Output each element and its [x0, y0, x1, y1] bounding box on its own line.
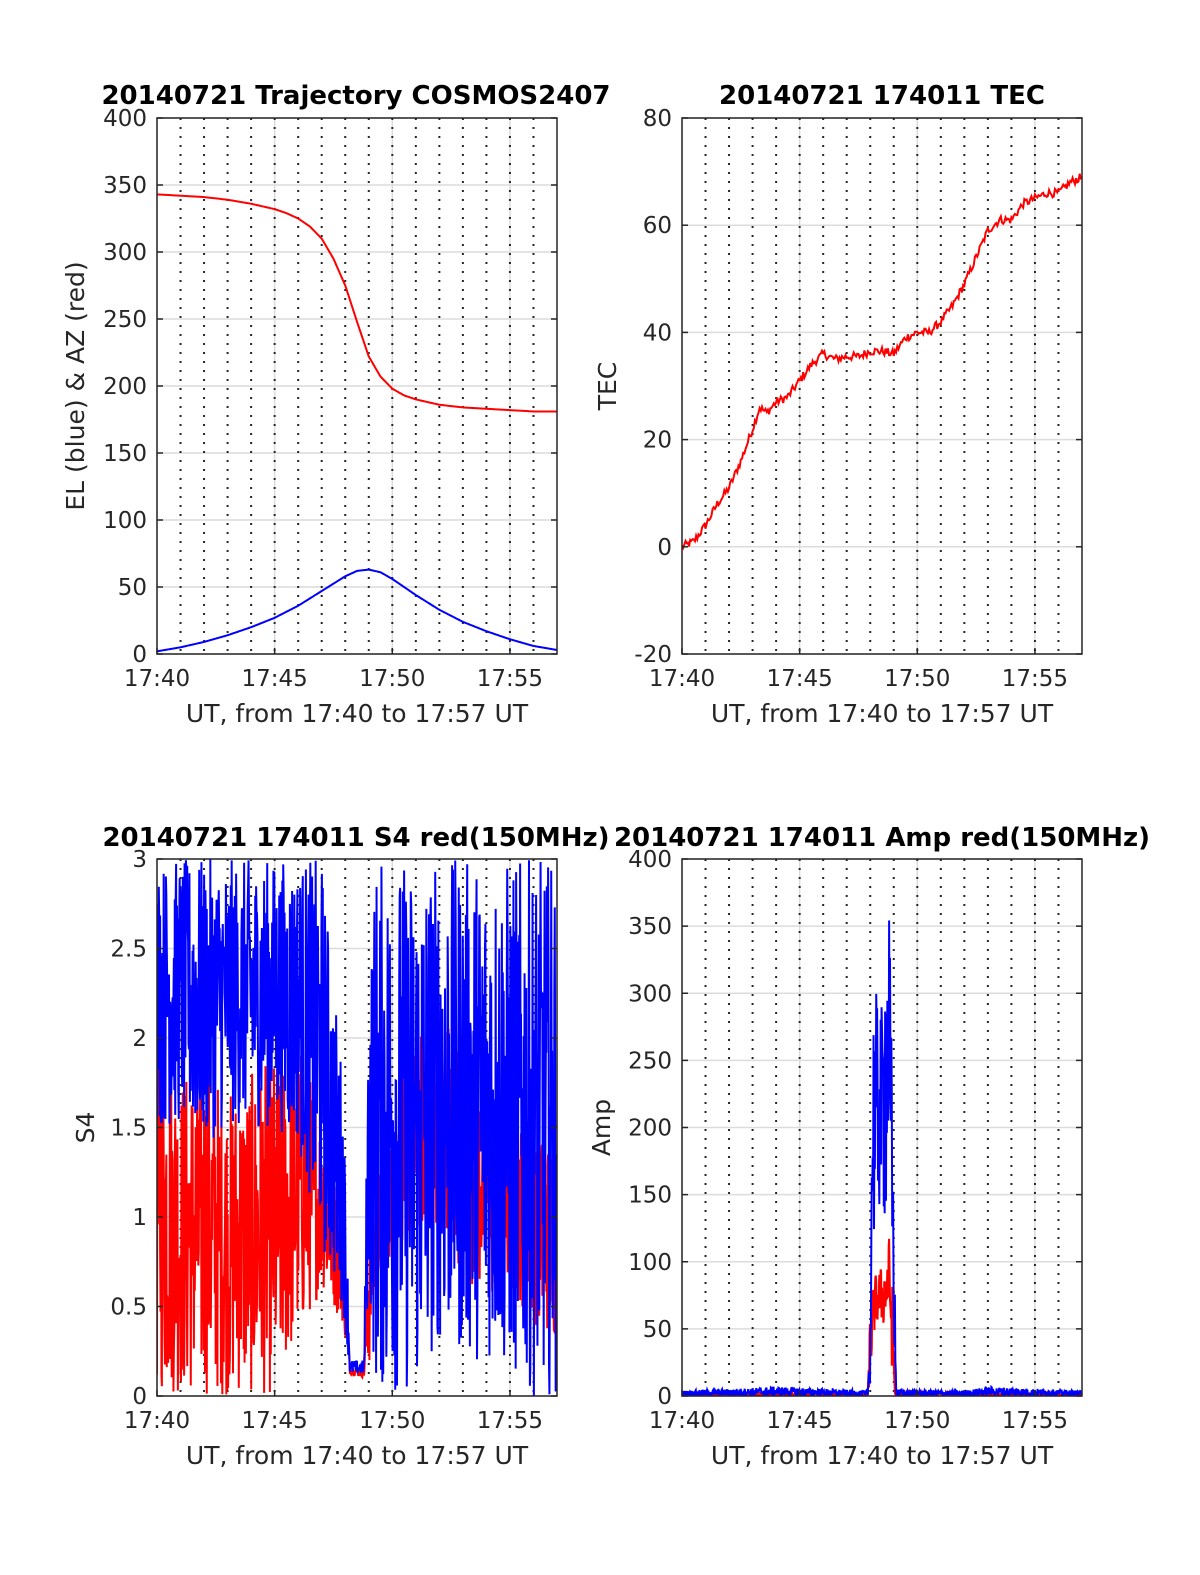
y-tick-label: 400 — [103, 106, 147, 132]
x-tick-label: 17:50 — [884, 1408, 950, 1434]
series-s4_blue — [157, 859, 557, 1396]
axes-box — [681, 117, 1083, 655]
y-tick-label: 2.5 — [110, 937, 147, 963]
series-layer — [157, 859, 557, 1396]
y-axis-label: EL (blue) & AZ (red) — [61, 261, 90, 510]
y-tick-label: 150 — [628, 1183, 672, 1209]
chart-s4: 0 0.5 1 1.5 2 2.5 3 17:40 17:45 17:50 17:55 UT, fro… — [71, 823, 610, 1470]
y-tick-label: 250 — [103, 307, 147, 333]
y-tick-label: 50 — [643, 1317, 672, 1343]
chart-amp: 0 50 100 150 200 250 300 350 400 17:40 17:45 17:50 1… — [587, 823, 1150, 1470]
chart-title: 20140721 Trajectory COSMOS2407 — [101, 81, 610, 111]
y-tick-label: 350 — [103, 173, 147, 199]
y-tick-label: 300 — [103, 240, 147, 266]
x-axis-label: UT, from 17:40 to 17:57 UT — [711, 1441, 1054, 1470]
x-tick-label: 17:55 — [477, 666, 543, 692]
y-tick-label: 0 — [657, 1384, 672, 1410]
series-tec — [682, 173, 1082, 551]
y-tick-label: 60 — [643, 213, 672, 239]
y-tick-label: 150 — [103, 441, 147, 467]
x-tick-label: 17:55 — [1002, 1408, 1068, 1434]
series-layer — [157, 193, 557, 653]
plot-area — [682, 118, 1082, 654]
y-tick-label: 1 — [132, 1205, 147, 1231]
x-axis-label: UT, from 17:40 to 17:57 UT — [711, 699, 1054, 728]
y-tick-label: 20 — [643, 428, 672, 454]
chart-tec: -20 0 20 40 60 80 17:40 17:45 17:50 17:55 UT, from… — [593, 81, 1083, 728]
x-tick-label: 17:40 — [649, 1408, 715, 1434]
x-tick-label: 17:50 — [884, 666, 950, 692]
y-tick-label: 350 — [628, 914, 672, 940]
y-tick-label: 3 — [132, 847, 147, 873]
series-el — [157, 568, 557, 653]
x-tick-label: 17:55 — [1002, 666, 1068, 692]
y-tick-label: -20 — [634, 642, 672, 668]
x-tick-label: 17:40 — [124, 1408, 190, 1434]
series-layer — [682, 173, 1082, 551]
x-tick-label: 17:45 — [766, 666, 832, 692]
x-axis-label: UT, from 17:40 to 17:57 UT — [186, 1441, 529, 1470]
y-tick-label: 0.5 — [110, 1295, 147, 1321]
y-tick-label: 40 — [643, 320, 672, 346]
y-tick-label: 200 — [103, 374, 147, 400]
y-tick-label: 100 — [103, 508, 147, 534]
y-tick-label: 100 — [628, 1250, 672, 1276]
y-axis-label: TEC — [593, 362, 622, 412]
y-tick-label: 0 — [657, 535, 672, 561]
y-tick-label: 1.5 — [110, 1116, 147, 1142]
x-tick-label: 17:45 — [241, 666, 307, 692]
series-amp_blue — [682, 920, 1082, 1396]
y-tick-label: 0 — [132, 1384, 147, 1410]
x-tick-label: 17:40 — [124, 666, 190, 692]
chart-trajectory: 0 50 100 150 200 250 300 350 400 17:40 17:45 17:50 1… — [61, 81, 611, 728]
chart-title: 20140721 174011 S4 red(150MHz) — [102, 823, 609, 853]
y-tick-label: 300 — [628, 981, 672, 1007]
x-tick-label: 17:55 — [477, 1408, 543, 1434]
y-tick-label: 200 — [628, 1116, 672, 1142]
chart-title: 20140721 174011 Amp red(150MHz) — [614, 823, 1150, 853]
x-tick-label: 17:45 — [766, 1408, 832, 1434]
series-az — [157, 193, 557, 413]
y-axis-label: S4 — [71, 1112, 100, 1144]
y-tick-label: 80 — [643, 106, 672, 132]
y-tick-label: 0 — [132, 642, 147, 668]
y-tick-label: 50 — [118, 575, 147, 601]
y-tick-label: 2 — [132, 1026, 147, 1052]
x-axis-label: UT, from 17:40 to 17:57 UT — [186, 699, 529, 728]
x-tick-label: 17:50 — [359, 666, 425, 692]
x-tick-label: 17:45 — [241, 1408, 307, 1434]
y-tick-label: 400 — [628, 847, 672, 873]
y-axis-label: Amp — [587, 1099, 616, 1156]
x-tick-label: 17:50 — [359, 1408, 425, 1434]
chart-title: 20140721 174011 TEC — [719, 81, 1045, 111]
y-tick-label: 250 — [628, 1048, 672, 1074]
x-tick-label: 17:40 — [649, 666, 715, 692]
